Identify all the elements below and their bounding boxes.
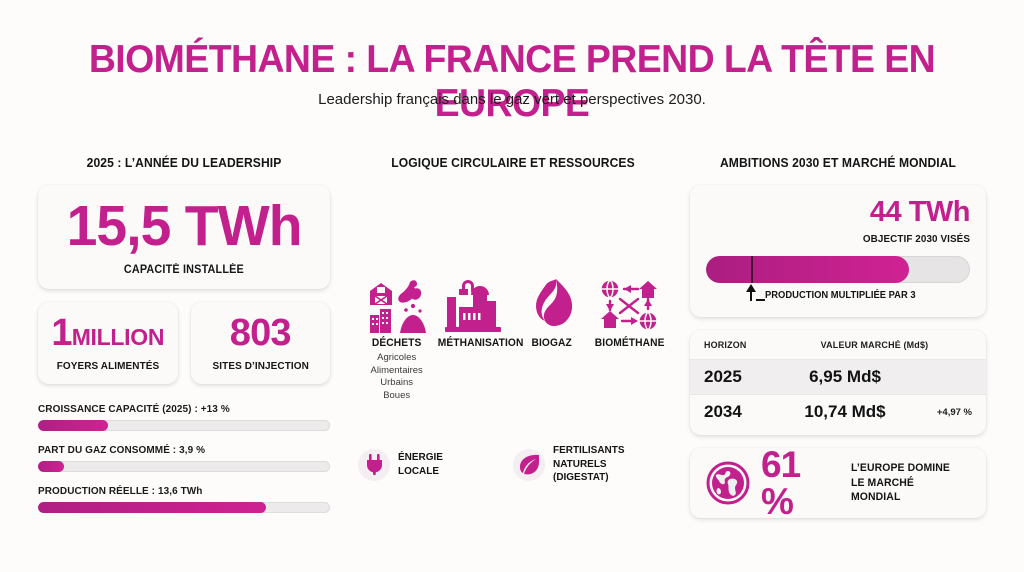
hero-stat-card: 15,5 TWh CAPACITÉ INSTALLÉE [38,185,330,289]
progress-track-production [38,502,330,513]
goal-progress-marker [750,256,753,283]
secondary-stats-group: 1MILLION FOYERS ALIMENTÉS 803 SITES D’IN… [38,302,330,384]
market-table-card: HORIZON VALEUR MARCHÉ (Md$) 2025 6,95 Md… [690,330,986,435]
progress-row-part-gaz: PART DU GAZ CONSOMMÉ : 3,9 % [38,444,330,472]
flow-label-biomethane: BIOMÉTHANE [594,337,665,349]
table-cell-horizon: 2034 [704,402,742,421]
flow-step-dechets: DÉCHETS Agricoles Alimentaires Urbains B… [358,275,435,402]
section-title-logique: LOGIQUE CIRCULAIRE ET RESSOURCES [391,155,635,170]
stat-card-foyers: 1MILLION FOYERS ALIMENTÉS [38,302,178,384]
table-cell-delta: +4,97 % [936,406,972,418]
byproduct-label-fertilisants: FERTILISANTS NATURELS (DIGESTAT) [552,444,625,484]
goal-card: 44 TWh OBJECTIF 2030 VISÉS PRODUCTION MU… [690,185,986,317]
byproduct-energie-locale: ÉNERGIE LOCALE [358,448,489,481]
stat-value-sites: 803 [229,312,292,354]
table-header-horizon: HORIZON [704,340,747,351]
progress-label-production: PRODUCTION RÉELLE : 13,6 TWh [38,485,203,497]
goal-annotation-arrow [745,284,756,292]
flow-step-methanisation: MÉTHANISATION [435,275,524,349]
section-title-ambitions: AMBITIONS 2030 ET MARCHÉ MONDIAL [719,155,957,170]
power-plug-icon [358,448,390,481]
progress-track-croissance [38,420,330,431]
column-middle: LOGIQUE CIRCULAIRE ET RESSOURCES [358,155,668,485]
section-title-leadership: 2025 : L’ANNÉE DU LEADERSHIP [86,155,282,170]
goal-annotation: PRODUCTION MULTIPLIÉE PAR 3 [745,284,925,301]
goal-progress-wrapper: PRODUCTION MULTIPLIÉE PAR 3 [706,256,970,301]
flow-label-dechets: DÉCHETS [371,337,422,349]
progress-fill-part-gaz [38,461,65,472]
stat-label-foyers: FOYERS ALIMENTÉS [56,360,160,372]
column-left: 2025 : L’ANNÉE DU LEADERSHIP 15,5 TWh CA… [38,155,330,526]
stat-label-sites: SITES D’INJECTION [212,360,309,372]
column-right: AMBITIONS 2030 ET MARCHÉ MONDIAL 44 TWh … [690,155,986,522]
europe-share-value: 61 % [761,444,801,522]
flow-label-methanisation: MÉTHANISATION [438,337,524,349]
network-distribution-icon [591,275,668,337]
hero-stat-value: 15,5 TWh [66,194,303,258]
europe-share-card: 61 % L’EUROPE DOMINE LE MARCHÉ MONDIAL [690,444,986,522]
goal-progress-track [706,256,970,283]
stat-card-sites: 803 SITES D’INJECTION [190,302,330,384]
progress-row-croissance: CROISSANCE CAPACITÉ (2025) : +13 % [38,403,330,431]
flow-sublist-dechets: Agricoles Alimentaires Urbains Boues [370,352,423,401]
table-row: 2034 10,74 Md$ +4,97 % [690,394,986,429]
progress-label-part-gaz: PART DU GAZ CONSOMMÉ : 3,9 % [38,444,206,456]
waste-sources-icon [358,275,435,337]
table-row: 2025 6,95 Md$ [690,359,986,394]
progress-track-part-gaz [38,461,330,472]
methanisation-plant-icon [435,275,513,337]
flow-label-biogaz: BIOGAZ [531,337,573,349]
hero-stat-label: CAPACITÉ INSTALLÉE [123,264,245,276]
flow-step-biomethane: BIOMÉTHANE [591,275,668,349]
progress-fill-production [38,502,266,513]
process-flow: DÉCHETS Agricoles Alimentaires Urbains B… [358,275,668,402]
table-cell-valeur: 6,95 Md$ [809,367,881,386]
goal-value: 44 TWh [869,196,971,228]
byproduct-fertilisants: FERTILISANTS NATURELS (DIGESTAT) [512,444,668,485]
table-cell-valeur: 10,74 Md$ [804,402,886,421]
goal-label: OBJECTIF 2030 VISÉS [862,233,970,245]
table-cell-horizon: 2025 [704,367,742,386]
progress-label-croissance: CROISSANCE CAPACITÉ (2025) : +13 % [38,403,230,415]
byproducts-group: ÉNERGIE LOCALE FERTILISANTS NATURELS (DI… [358,444,668,485]
goal-annotation-text: PRODUCTION MULTIPLIÉE PAR 3 [764,290,916,301]
europe-share-text: L’EUROPE DOMINE LE MARCHÉ MONDIAL [850,461,950,504]
globe-icon [706,461,750,505]
progress-bar-list: CROISSANCE CAPACITÉ (2025) : +13 % PART … [38,403,330,513]
progress-fill-croissance [38,420,109,431]
page-subtitle: Leadership français dans le gaz vert et … [318,91,706,108]
flow-step-biogaz: BIOGAZ [513,275,590,349]
table-header-row: HORIZON VALEUR MARCHÉ (Md$) [690,340,986,359]
leaf-icon [512,448,545,481]
byproduct-label-energie: ÉNERGIE LOCALE [398,450,443,477]
flame-icon [513,275,590,337]
page-title: BIOMÉTHANE : LA FRANCE PREND LA TÊTE EN … [88,38,936,125]
progress-row-production: PRODUCTION RÉELLE : 13,6 TWh [38,485,330,513]
stat-value-foyers: 1MILLION [51,312,165,354]
goal-progress-fill [706,256,910,283]
table-header-valeur: VALEUR MARCHÉ (Md$) [820,340,929,351]
